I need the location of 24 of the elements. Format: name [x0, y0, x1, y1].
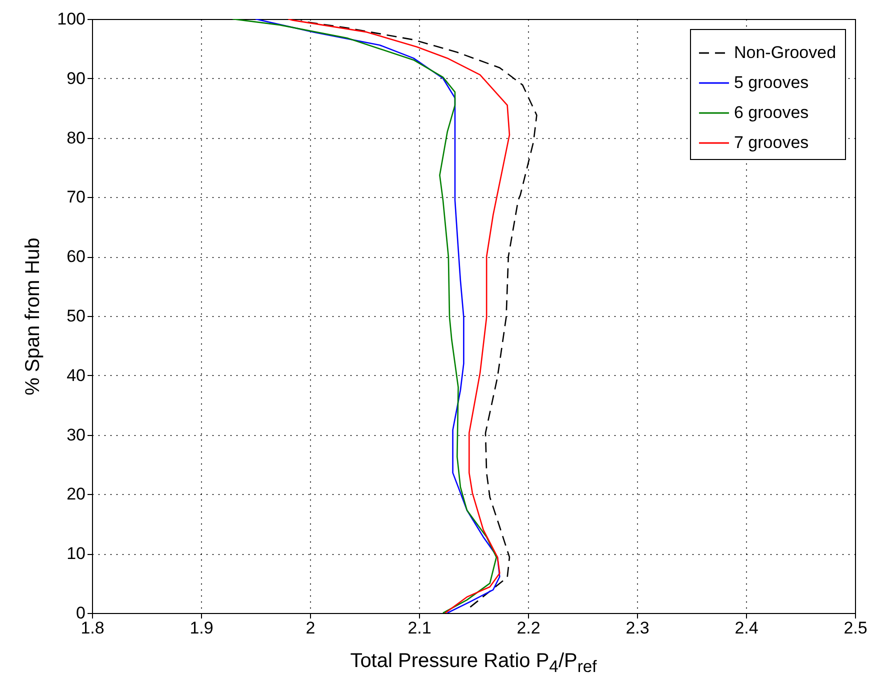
x-axis-title: Total Pressure Ratio P$_{4}$/P$_{ref}$	[349, 650, 598, 677]
y-tick-label: 40	[66, 366, 86, 385]
y-axis-title: % Span from Hub	[22, 238, 44, 396]
line-series	[288, 19, 510, 613]
legend-label: Non-Grooved	[734, 43, 836, 62]
y-tick-label: 30	[66, 425, 86, 444]
x-tick-label: 2.3	[626, 618, 650, 638]
y-tick-label: 60	[66, 247, 86, 266]
x-tick-label: 2.1	[408, 618, 432, 638]
y-tick-label: 20	[66, 484, 86, 504]
x-tick-label: 2.5	[844, 618, 868, 638]
y-tick-label: 80	[66, 128, 86, 148]
legend-label: 6 grooves	[734, 103, 809, 122]
x-tick-label: 2.4	[734, 618, 758, 638]
x-tick-label: 2.2	[516, 618, 540, 638]
y-tick-label: 70	[66, 188, 86, 207]
y-tick-label: 100	[57, 10, 86, 28]
x-tick-label: 1.9	[190, 618, 214, 638]
y-tick-label: 90	[66, 68, 86, 88]
y-tick-label: 10	[66, 544, 86, 564]
legend-label: 5 grooves	[734, 73, 809, 92]
x-tick-label: 2	[306, 618, 316, 638]
legend-label: 7 grooves	[734, 133, 809, 152]
y-tick-label: 50	[66, 306, 86, 326]
